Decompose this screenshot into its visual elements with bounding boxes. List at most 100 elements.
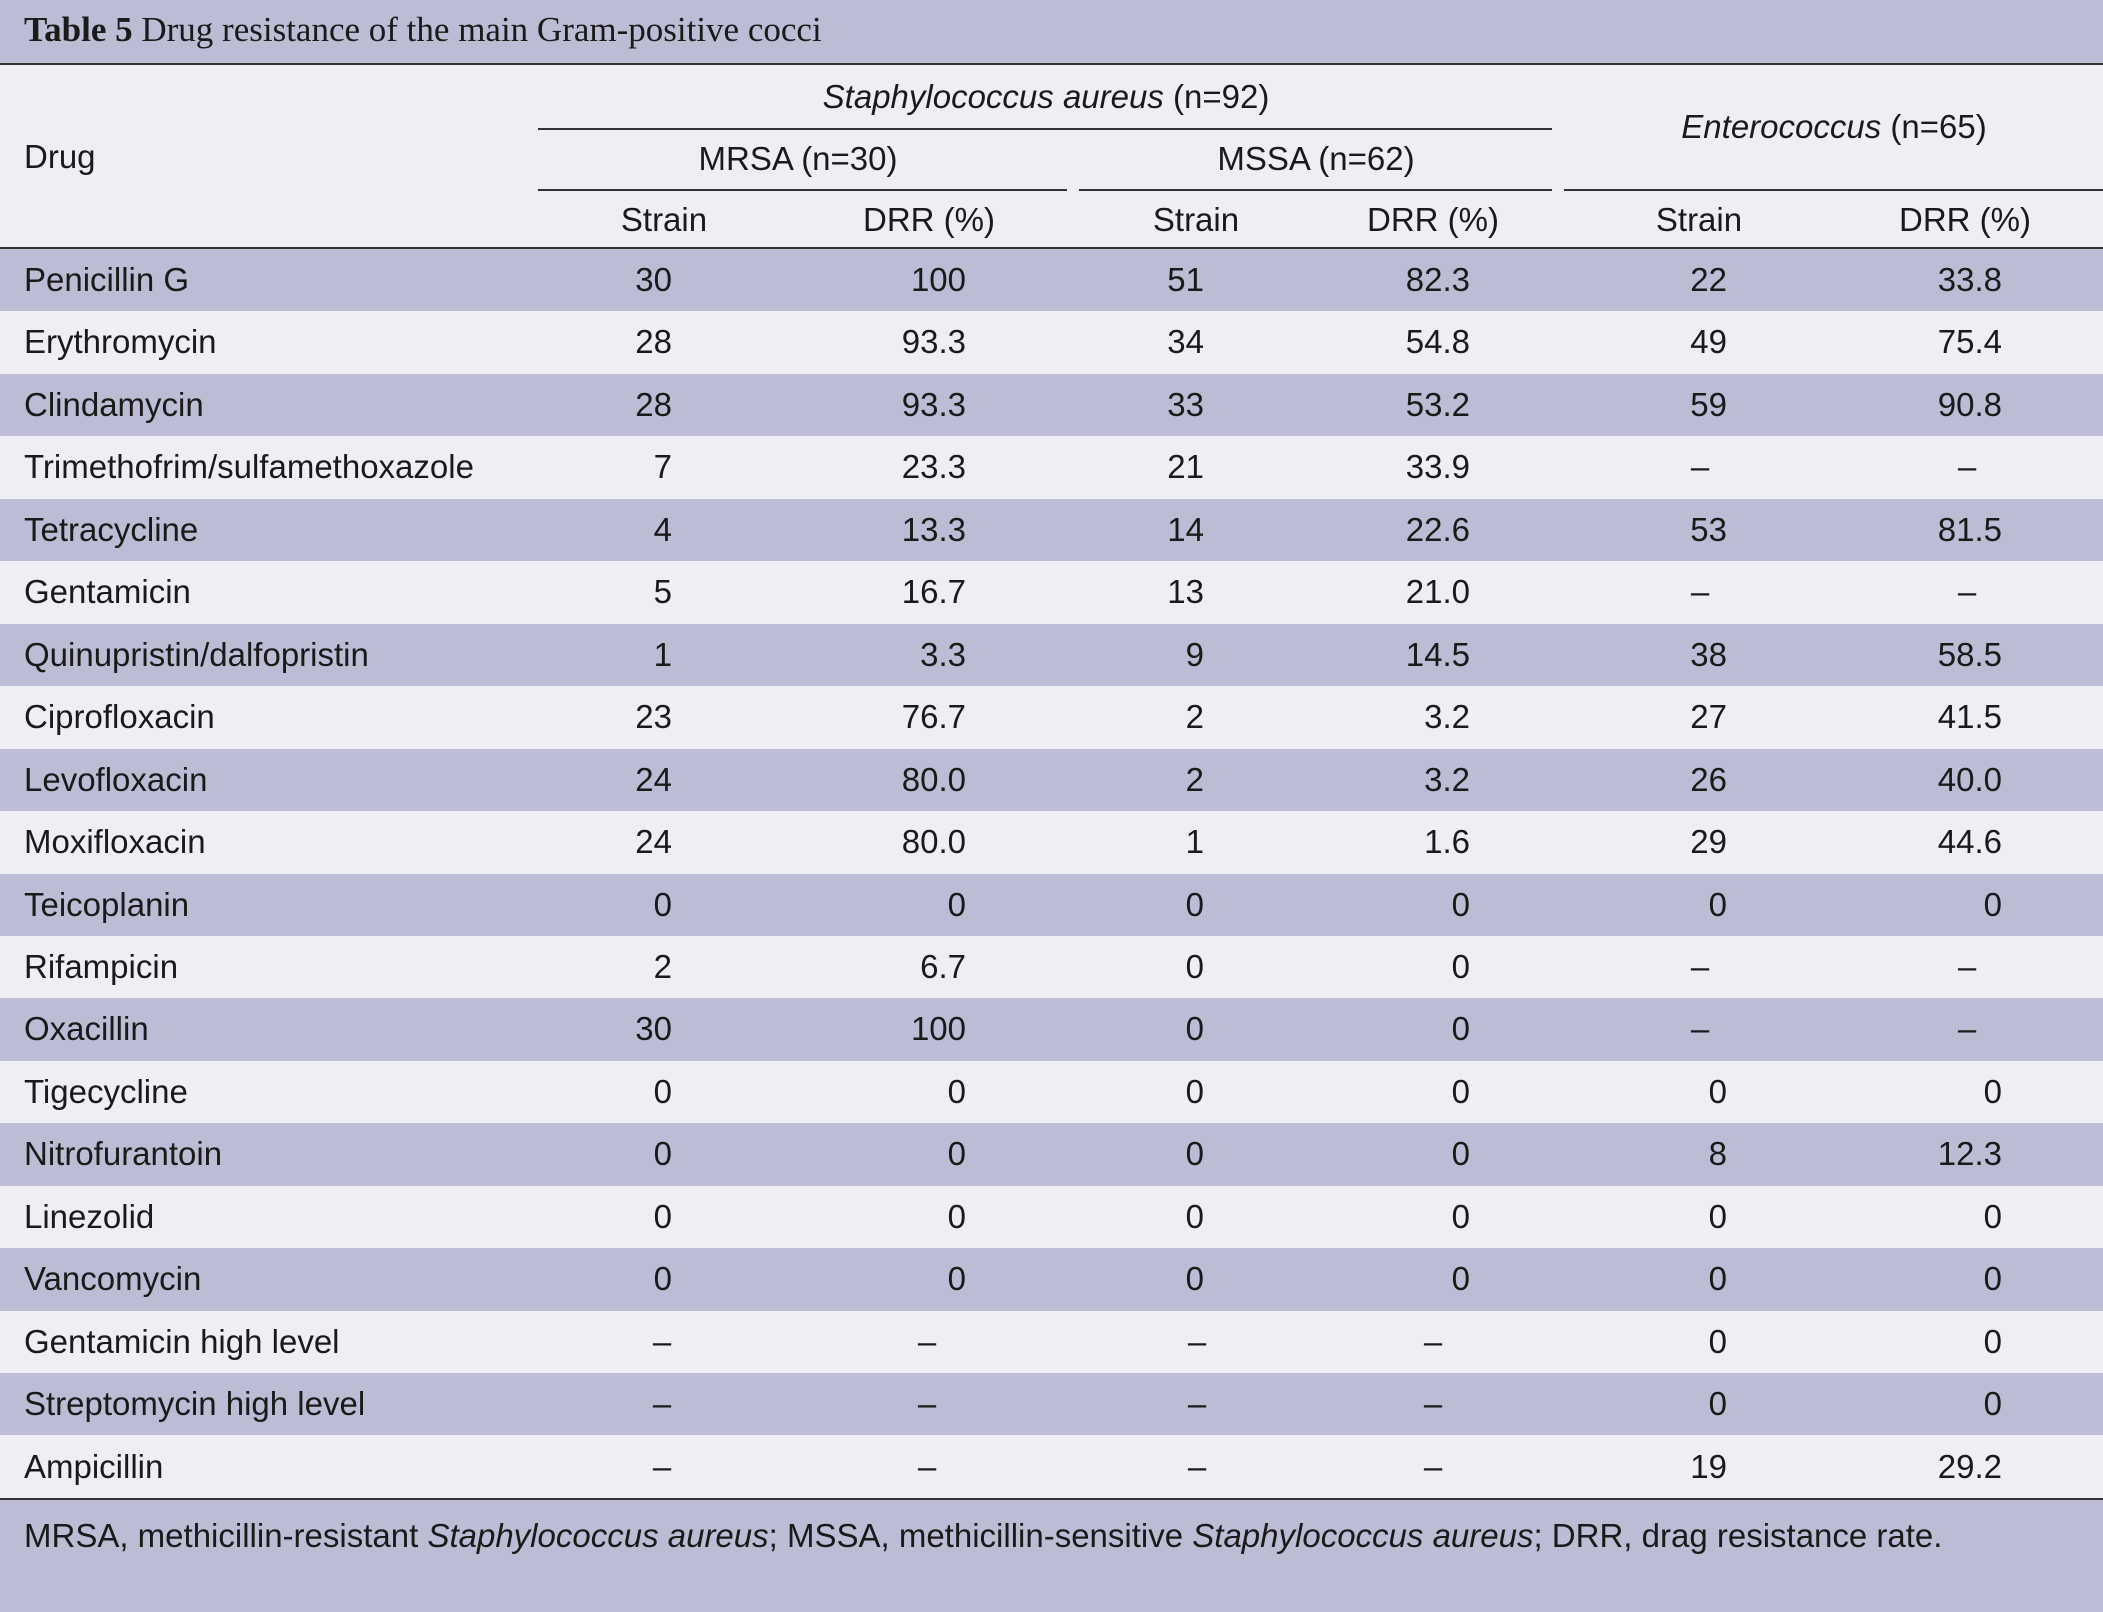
cell-ent-strain: 0 — [1708, 885, 1727, 923]
cell-mrsa-strain: 28 — [635, 323, 672, 361]
cell-mrsa-drr: – — [917, 1385, 937, 1423]
cell-mssa-strain: 33 — [1167, 385, 1204, 423]
cell-mrsa-strain: 7 — [653, 448, 672, 486]
cell-ent-strain: – — [1690, 573, 1710, 611]
cell-mssa-strain: 2 — [1185, 760, 1204, 798]
footnote-box: MRSA, methicillin-resistant Staphylococc… — [0, 1498, 2103, 1612]
cell-mssa-strain: 51 — [1167, 261, 1204, 298]
header-rule-mrsa — [538, 189, 1067, 191]
cell-drug: Streptomycin high level — [24, 1385, 366, 1423]
cell-mssa-drr: 0 — [1451, 1197, 1470, 1235]
cell-mssa-strain: 21 — [1167, 448, 1204, 486]
cell-ent-strain: – — [1690, 947, 1710, 985]
cell-drug: Rifampicin — [24, 947, 179, 985]
cell-ent-drr: 41.5 — [1937, 698, 2002, 736]
table-row: Tigecycline 0 0 0 0 0 0 — [0, 1060, 2103, 1124]
cell-drug: Oxacillin — [24, 1010, 149, 1048]
cell-mssa-drr: – — [1423, 1322, 1443, 1360]
table-row: Teicoplanin 0 0 0 0 0 0 — [0, 873, 2103, 936]
header-bottom-rule — [0, 247, 2103, 249]
table-caption: Drug resistance of the main Gram-positiv… — [141, 10, 822, 49]
cell-drug: Nitrofurantoin — [24, 1135, 223, 1173]
cell-mrsa-drr: 93.3 — [901, 385, 966, 423]
cell-ent-strain: 53 — [1690, 510, 1727, 548]
cell-mrsa-drr: 0 — [947, 885, 966, 923]
cell-ent-strain: 22 — [1690, 261, 1727, 298]
cell-mssa-strain: 0 — [1185, 1197, 1204, 1235]
cell-mrsa-strain: 0 — [653, 1260, 672, 1298]
cell-mssa-strain: 14 — [1167, 510, 1204, 548]
cell-ent-strain: 27 — [1690, 698, 1727, 736]
cell-mrsa-strain: 30 — [635, 1010, 672, 1048]
table-number: Table 5 — [24, 10, 133, 49]
cell-mssa-drr: – — [1423, 1447, 1443, 1485]
cell-ent-drr: – — [1957, 448, 1977, 486]
cell-mrsa-drr: 23.3 — [901, 448, 966, 486]
cell-mssa-drr: 33.9 — [1405, 448, 1470, 486]
header-enterococcus-strain: Strain — [1655, 201, 1743, 238]
cell-mrsa-drr: 6.7 — [920, 947, 966, 985]
header-mrsa: MRSA (n=30) — [698, 140, 898, 177]
cell-drug: Erythromycin — [24, 323, 217, 361]
cell-ent-strain: – — [1690, 1010, 1710, 1048]
header-rule-mssa — [1079, 189, 1552, 191]
table-row: Vancomycin 0 0 0 0 0 0 — [0, 1248, 2103, 1311]
cell-mrsa-strain: 23 — [635, 698, 672, 736]
cell-mssa-drr: 0 — [1451, 1135, 1470, 1173]
footnote-text-3: ; DRR, drag resistance rate. — [1533, 1517, 1943, 1554]
cell-mrsa-strain: 5 — [653, 573, 672, 611]
header-enterococcus-n: (n=65) — [1890, 108, 1987, 145]
cell-mrsa-strain: – — [652, 1322, 672, 1360]
cell-ent-drr: 0 — [1983, 885, 2002, 923]
cell-mssa-strain: 0 — [1185, 947, 1204, 985]
cell-mrsa-strain: 0 — [653, 1197, 672, 1235]
cell-mrsa-drr: 13.3 — [901, 510, 966, 548]
cell-mssa-drr: 54.8 — [1405, 323, 1470, 361]
cell-ent-drr: 58.5 — [1937, 635, 2002, 673]
cell-mssa-strain: 1 — [1185, 823, 1204, 861]
cell-mssa-strain: 0 — [1185, 1072, 1204, 1110]
table-row: Erythromycin 28 93.3 34 54.8 49 75.4 — [0, 311, 2103, 374]
cell-drug: Penicillin G — [24, 261, 190, 298]
cell-mssa-strain: – — [1187, 1447, 1207, 1485]
cell-ent-strain: 29 — [1690, 823, 1727, 861]
header-mrsa-strain: Strain — [620, 201, 708, 238]
cell-mrsa-strain: 28 — [635, 385, 672, 423]
cell-mssa-drr: – — [1423, 1385, 1443, 1423]
header-mrsa-drr: DRR (%) — [863, 201, 995, 238]
header-staphylococcus-n: (n=92) — [1173, 78, 1270, 115]
cell-mrsa-drr: 93.3 — [901, 323, 966, 361]
header-staphylococcus: Staphylococcus aureus (n=92) — [823, 78, 1270, 116]
header-rule-staphylococcus — [538, 128, 1552, 130]
cell-ent-strain: 0 — [1708, 1197, 1727, 1235]
cell-drug: Levofloxacin — [24, 760, 208, 798]
cell-mssa-drr: 0 — [1451, 1260, 1470, 1298]
cell-mssa-strain: 0 — [1185, 1135, 1204, 1173]
cell-mrsa-strain: 24 — [635, 823, 672, 861]
table-row: Quinupristin/dalfopristin 1 3.3 9 14.5 38 58.5 — [0, 623, 2103, 687]
cell-mssa-drr: 0 — [1451, 885, 1470, 923]
cell-ent-strain: 0 — [1708, 1322, 1727, 1360]
cell-mrsa-drr: – — [917, 1322, 937, 1360]
table-row: Moxifloxacin 24 80.0 1 1.6 29 44.6 — [0, 811, 2103, 874]
cell-mssa-drr: 3.2 — [1424, 760, 1470, 798]
cell-mssa-drr: 14.5 — [1405, 635, 1470, 673]
cell-ent-strain: – — [1690, 448, 1710, 486]
header-staphylococcus-name: Staphylococcus aureus — [822, 78, 1164, 115]
cell-mssa-strain: 34 — [1167, 323, 1204, 361]
cell-mssa-drr: 0 — [1451, 947, 1470, 985]
footnote-italic-2: Staphylococcus aureus — [1192, 1517, 1534, 1554]
cell-ent-drr: – — [1957, 947, 1977, 985]
table-row: Streptomycin high level – – – – 0 0 — [0, 1373, 2103, 1436]
header-mssa: MSSA (n=62) — [1217, 140, 1415, 177]
cell-mssa-drr: 22.6 — [1405, 510, 1470, 548]
cell-mssa-strain: 13 — [1167, 573, 1204, 611]
table-row: Nitrofurantoin 0 0 0 0 8 12.3 — [0, 1123, 2103, 1186]
cell-mrsa-drr: 100 — [910, 1010, 966, 1048]
cell-ent-drr: – — [1957, 573, 1977, 611]
cell-mrsa-strain: 0 — [653, 1135, 672, 1173]
table-row: Rifampicin 2 6.7 0 0 – – — [0, 935, 2103, 999]
cell-drug: Ampicillin — [24, 1447, 164, 1485]
table-row: Ciprofloxacin 23 76.7 2 3.2 27 41.5 — [0, 686, 2103, 749]
cell-mrsa-drr: – — [917, 1447, 937, 1485]
